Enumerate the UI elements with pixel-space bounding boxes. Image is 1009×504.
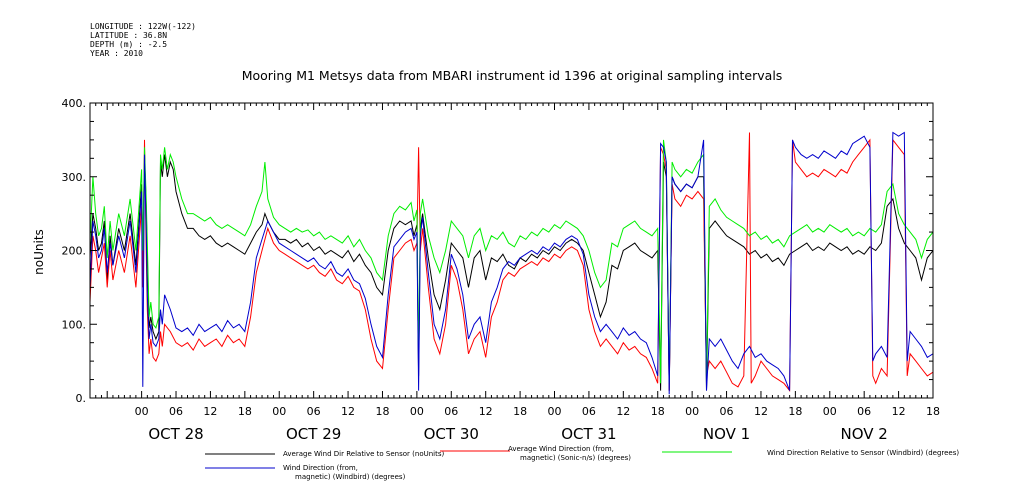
y-tick-label: 300. — [62, 171, 87, 184]
depth-text: DEPTH (m) : -2.5 — [90, 40, 168, 49]
chart-title: Mooring M1 Metsys data from MBARI instru… — [242, 68, 783, 83]
x-tick-label: 00 — [272, 405, 286, 418]
x-tick-label: 00 — [135, 405, 149, 418]
x-tick-label: 00 — [685, 405, 699, 418]
x-tick-label: 06 — [307, 405, 321, 418]
x-tick-label: 18 — [375, 405, 389, 418]
x-day-label: OCT 31 — [561, 425, 616, 443]
axes: 0. 100. 200. 300. 400. 00 06 12 18 00 06 12 18 00 06 12… — [62, 97, 941, 443]
series-line-0 — [90, 154, 933, 391]
legend: Average Wind Dir Relative to Sensor (noU… — [205, 445, 959, 481]
metadata-block: LONGITUDE : 122W(-122) LATITUDE : 36.8N … — [90, 22, 196, 58]
x-tick-label: 12 — [616, 405, 630, 418]
x-tick-label: 12 — [341, 405, 355, 418]
plot-frame — [89, 102, 934, 399]
x-day-label: OCT 30 — [424, 425, 479, 443]
x-tick-label: 18 — [513, 405, 527, 418]
x-tick-label: 18 — [651, 405, 665, 418]
x-tick-label: 12 — [203, 405, 217, 418]
x-day-label: OCT 28 — [148, 425, 203, 443]
x-tick-label: 06 — [169, 405, 183, 418]
x-tick-label: 12 — [892, 405, 906, 418]
x-tick-label: 12 — [754, 405, 768, 418]
y-axis-label: noUnits — [32, 229, 46, 275]
legend-label-3-line2: magnetic) (Windbird) (degrees) — [295, 473, 406, 481]
x-tick-label: 18 — [238, 405, 252, 418]
y-tick-label: 400. — [62, 97, 87, 110]
x-tick-label: 00 — [823, 405, 837, 418]
y-tick-label: 200. — [62, 245, 87, 258]
latitude-text: LATITUDE : 36.8N — [90, 31, 168, 40]
x-day-label: NOV 2 — [841, 425, 888, 443]
y-tick-label: 100. — [62, 318, 87, 331]
legend-label-1: Average Wind Direction (from, — [508, 445, 614, 453]
legend-label-2: Wind Direction Relative to Sensor (Windb… — [767, 449, 959, 457]
x-tick-label: 06 — [720, 405, 734, 418]
y-tick-label: 0. — [76, 392, 87, 405]
x-tick-label: 18 — [788, 405, 802, 418]
x-tick-label: 12 — [479, 405, 493, 418]
series-line-2 — [90, 139, 933, 384]
x-tick-label: 00 — [410, 405, 424, 418]
longitude-text: LONGITUDE : 122W(-122) — [90, 22, 196, 31]
legend-label-1-line2: magnetic) (Sonic-n/s) (degrees) — [520, 454, 631, 462]
x-tick-label: 18 — [926, 405, 940, 418]
x-tick-label: 00 — [548, 405, 562, 418]
year-text: YEAR : 2010 — [90, 49, 143, 58]
x-day-label: OCT 29 — [286, 425, 341, 443]
plot-area — [90, 131, 933, 395]
legend-label-3: Wind Direction (from, — [283, 464, 358, 472]
x-day-label: NOV 1 — [703, 425, 750, 443]
series-line-1 — [90, 132, 933, 393]
x-tick-label: 06 — [582, 405, 596, 418]
series-line-3 — [90, 131, 933, 395]
legend-label-0: Average Wind Dir Relative to Sensor (noU… — [283, 450, 444, 458]
x-tick-label: 06 — [857, 405, 871, 418]
x-tick-label: 06 — [444, 405, 458, 418]
